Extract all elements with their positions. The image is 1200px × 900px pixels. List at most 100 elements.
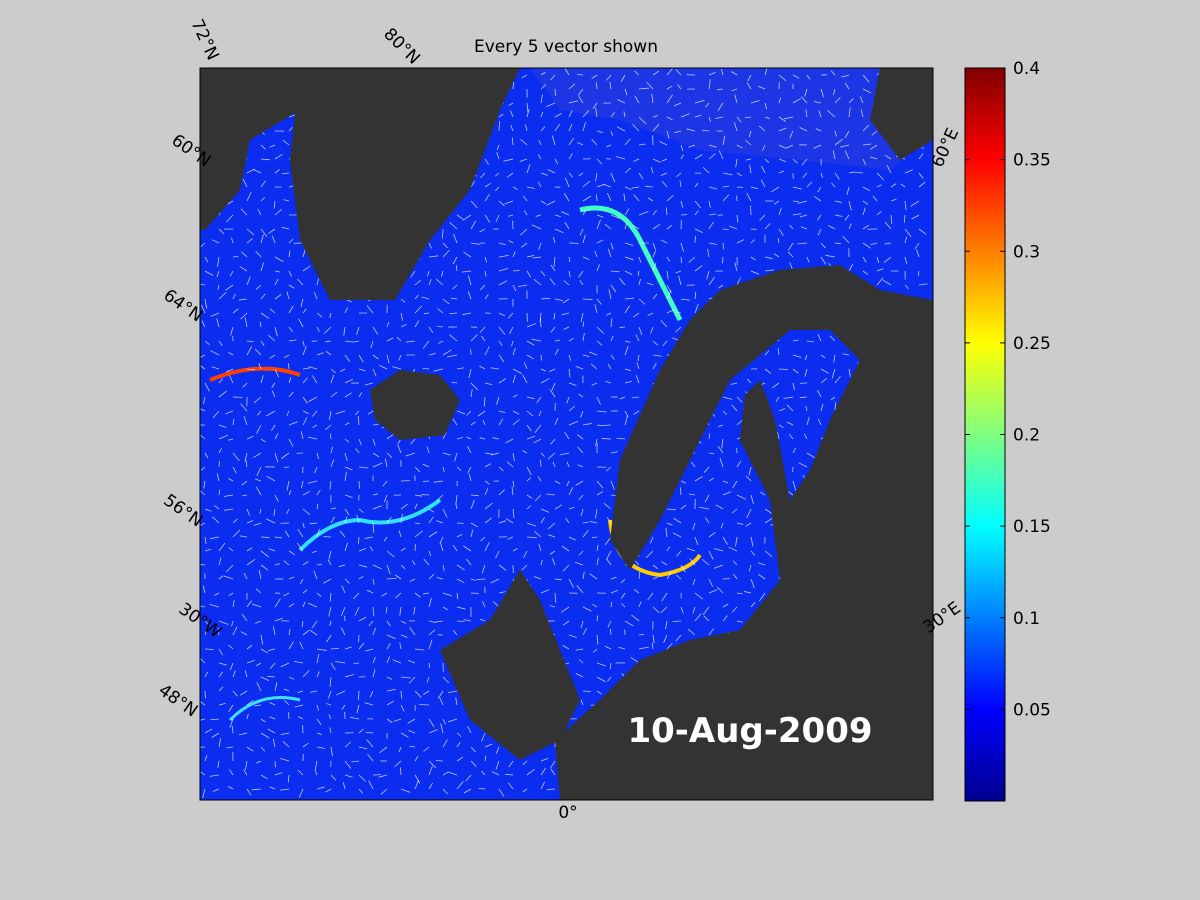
vector [512, 186, 518, 191]
vector [904, 169, 913, 174]
vector [735, 158, 738, 168]
vector [633, 194, 640, 202]
vector [435, 760, 444, 762]
vector [508, 239, 514, 244]
vector [519, 158, 528, 162]
vector [820, 242, 826, 249]
vector [260, 732, 270, 739]
vector [301, 620, 304, 628]
vector [582, 530, 589, 538]
vector [510, 110, 514, 118]
vector [297, 278, 304, 286]
vector [886, 165, 892, 174]
vector [442, 788, 449, 795]
vector [423, 480, 430, 482]
vector [633, 410, 640, 415]
vector [568, 405, 576, 412]
vector [512, 508, 515, 518]
vector [232, 690, 238, 697]
vector [619, 396, 626, 400]
vector [652, 634, 655, 644]
vector [638, 143, 646, 146]
vector [652, 209, 657, 216]
vector [820, 256, 827, 265]
vector [884, 154, 892, 160]
vector [312, 375, 318, 384]
vector [495, 550, 500, 559]
vector [342, 782, 346, 790]
vector [414, 494, 423, 497]
vector [414, 503, 418, 510]
vector [624, 256, 634, 261]
vector [274, 256, 284, 263]
vector [399, 606, 402, 616]
vector [736, 494, 747, 500]
vector [623, 111, 626, 118]
vector [792, 74, 800, 79]
vector [758, 125, 766, 132]
vector [666, 116, 673, 121]
vector [226, 564, 234, 573]
vector [624, 270, 633, 276]
vector [911, 214, 920, 220]
vector [226, 214, 234, 223]
vector [560, 452, 570, 456]
vector [517, 284, 528, 288]
vector [204, 382, 210, 392]
vector [630, 656, 640, 664]
vector [830, 70, 836, 76]
vector [302, 367, 310, 370]
vector [442, 452, 451, 456]
vector [408, 676, 416, 684]
vector [232, 626, 238, 636]
vector [358, 368, 366, 372]
vector [386, 452, 393, 459]
vector [256, 466, 262, 477]
vector [568, 153, 573, 160]
vector [238, 732, 248, 736]
vector [283, 700, 290, 706]
vector [255, 250, 262, 258]
vector [534, 531, 542, 538]
vector [554, 88, 557, 97]
vector [470, 242, 481, 245]
vector [610, 214, 620, 219]
vector [637, 270, 640, 277]
vector [218, 686, 224, 692]
vector [385, 606, 388, 614]
vector [428, 326, 434, 334]
vector [689, 558, 696, 566]
vector [242, 382, 248, 388]
vector [900, 183, 906, 188]
vector [400, 732, 409, 738]
vector [302, 491, 311, 496]
vector [553, 312, 556, 320]
vector [240, 208, 248, 216]
vector [461, 270, 472, 273]
vector [631, 186, 640, 189]
land-britain [440, 570, 580, 760]
vector [652, 576, 658, 580]
vector [562, 645, 570, 650]
colorbar-tick-label: 0.1 [1013, 609, 1040, 629]
vector [708, 79, 711, 90]
vector [566, 480, 570, 487]
vector [344, 340, 353, 343]
vector [498, 280, 508, 286]
vector [479, 618, 486, 622]
vector [876, 211, 882, 216]
vector [652, 340, 658, 346]
vector [708, 144, 717, 148]
vector [330, 774, 337, 781]
vector [708, 578, 713, 587]
vector [307, 602, 318, 608]
vector [632, 225, 640, 230]
vector [484, 542, 490, 552]
vector [435, 620, 444, 623]
vector [568, 124, 573, 132]
vector [302, 589, 308, 594]
vector [694, 291, 697, 300]
vector [380, 788, 388, 795]
vector [580, 699, 584, 706]
vector [422, 463, 430, 468]
